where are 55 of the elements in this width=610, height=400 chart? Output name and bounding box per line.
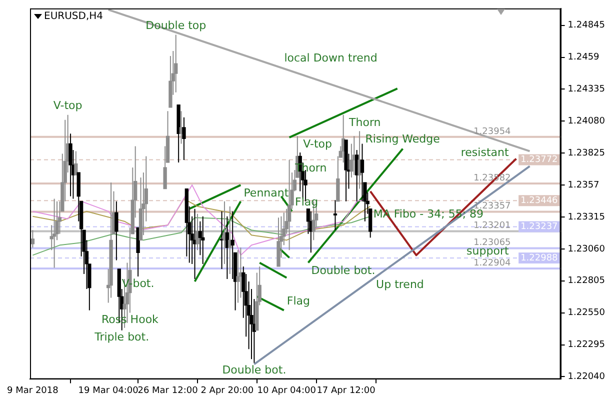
annotation: Double bot.: [222, 363, 286, 376]
y-tick-label: 1.23315: [568, 212, 605, 222]
annotation: local Down trend: [284, 52, 378, 65]
ref-line-label: 1.22988: [520, 253, 558, 264]
annotation: V-top: [303, 138, 332, 151]
annotation: V-top: [53, 99, 82, 112]
annotation: Thorn: [348, 116, 381, 130]
y-tick-label: 1.24080: [568, 116, 606, 126]
candlestick: [74, 150, 78, 176]
chart-title: EURUSD,H4: [44, 10, 104, 22]
y-tick-label: 1.2459: [568, 52, 600, 63]
annotation: Flag: [295, 196, 318, 209]
x-tick-label: 9 Mar 2018: [7, 386, 59, 396]
candlestick: [182, 116, 186, 160]
annotation: Triple bot.: [94, 330, 150, 344]
x-tick-label: 19 Mar 04:00: [78, 386, 139, 396]
y-tick-label: 1.23825: [568, 148, 605, 158]
candlestick: [68, 133, 72, 197]
ref-line-label: 1.23237: [520, 222, 558, 232]
candlestick: [114, 200, 118, 261]
y-tick-label: 1.22550: [568, 308, 606, 318]
candlestick: [360, 143, 364, 202]
annotation: Rising Wedge: [365, 132, 440, 146]
y-tick-label: 1.2357: [568, 180, 600, 190]
annotation: resistant: [460, 146, 510, 160]
x-tick-label: 17 Apr 12:00: [316, 386, 376, 396]
x-tick-label: 10 Apr 04:00: [257, 386, 316, 396]
annotation: Double bot.: [311, 264, 376, 278]
candlestick: [236, 250, 240, 304]
y-tick-label: 1.24335: [568, 84, 605, 95]
candlestick: [30, 230, 35, 248]
y-tick-label: 1.22805: [568, 276, 605, 286]
ref-line-label: 1.23201: [474, 221, 511, 232]
candlestick: [344, 140, 348, 202]
candlestick: [174, 34, 178, 93]
annotation: Flag: [286, 294, 310, 308]
x-tick-label: 26 Mar 12:00: [138, 386, 198, 396]
annotation: Pennant: [244, 186, 290, 200]
y-tick-label: 1.22295: [568, 340, 605, 350]
annotation: Double top: [146, 19, 206, 32]
ref-line-label: 1.23772: [520, 155, 558, 166]
candlestick: [276, 217, 280, 267]
annotation: Up trend: [376, 278, 424, 291]
candlestick: [230, 210, 234, 280]
ref-line-label: 1.23446: [520, 196, 558, 206]
ref-line-label: 1.22904: [474, 258, 512, 268]
y-tick-label: 1.23060: [568, 244, 606, 254]
candlestick: [176, 104, 180, 163]
ref-line-label: 1.23954: [474, 126, 512, 137]
y-tick-label: 1.24845: [568, 20, 605, 31]
candlestick: [196, 213, 200, 251]
annotation: V-bot.: [122, 276, 154, 290]
y-tick-label: 1.22040: [568, 372, 606, 382]
candlestick: [287, 159, 292, 251]
x-tick-label: 2 Apr 20:00: [200, 386, 254, 396]
